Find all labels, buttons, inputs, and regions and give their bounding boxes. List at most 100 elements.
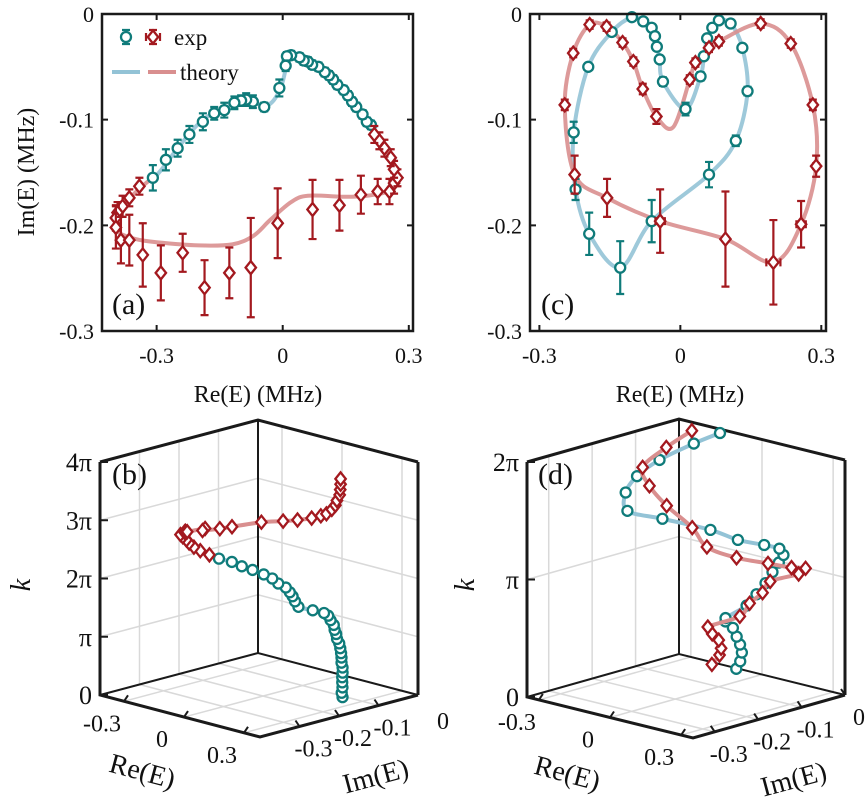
- legend-exp-red-marker: [146, 28, 160, 46]
- data-point-red: [794, 215, 808, 233]
- data-point-teal: [656, 75, 670, 88]
- data-point-red: [784, 559, 799, 576]
- data-point-red: [784, 35, 798, 52]
- data-point-red: [558, 96, 572, 114]
- re-tick-label: -0.3: [83, 711, 121, 737]
- x-tick-label: -0.3: [522, 343, 557, 368]
- y-tick-label: -0.2: [487, 213, 522, 238]
- data-point-red: [213, 520, 227, 538]
- data-point-teal: [653, 453, 666, 467]
- data-point-teal: [653, 53, 666, 66]
- re-tick: [183, 710, 189, 718]
- data-point-red: [705, 656, 719, 673]
- data-point-red: [195, 522, 210, 539]
- data-point-red: [202, 546, 217, 564]
- data-point-teal: [582, 60, 595, 73]
- im-tick: [753, 713, 759, 721]
- data-point-red: [109, 219, 123, 236]
- data-point-red: [683, 71, 697, 88]
- back-edges: [99, 420, 419, 696]
- data-point-teal: [648, 30, 662, 43]
- data-point-red: [305, 201, 320, 218]
- legend-exp-label: exp: [174, 25, 207, 50]
- data-point-red: [122, 231, 136, 249]
- data-point-red: [754, 15, 768, 32]
- data-point-red: [154, 264, 168, 282]
- data-point-red: [806, 96, 820, 114]
- k-tick-label: 3π: [66, 506, 92, 535]
- y-axis-label: Im(E) (MHz): [14, 108, 40, 237]
- re-tick: [243, 726, 249, 734]
- data-point-red: [742, 594, 757, 612]
- im-tick-label: -0.2: [753, 730, 791, 756]
- data-point-red: [809, 157, 823, 175]
- data-point-red: [712, 33, 726, 50]
- data-point-teal: [159, 153, 173, 166]
- data-point-teal: [758, 538, 771, 552]
- data-point-teal: [741, 84, 754, 98]
- data-point-teal: [257, 568, 270, 581]
- data-point-teal: [697, 50, 710, 63]
- data-point-teal: [694, 70, 707, 83]
- plot-frame: [528, 12, 828, 333]
- data-point-teal: [702, 168, 716, 181]
- data-point-red: [642, 477, 657, 495]
- legend: exp theory: [112, 25, 239, 85]
- im-tick-label: -0.3: [295, 737, 333, 763]
- y-tick-label: -0.2: [59, 213, 94, 238]
- k-tick-label: π: [506, 566, 519, 595]
- data-point-red: [384, 149, 398, 167]
- legend-exp-teal-marker: [119, 30, 133, 44]
- im-tick: [709, 725, 716, 733]
- data-point-red: [701, 618, 715, 636]
- y-tick-label: -0.3: [487, 319, 522, 344]
- y-tick-label: -0.1: [59, 108, 94, 133]
- data-point-teal: [619, 486, 632, 499]
- data-point-red: [635, 458, 650, 476]
- data-point-red: [567, 166, 582, 183]
- data-point-teal: [279, 59, 292, 72]
- data-point-red: [225, 518, 239, 536]
- data-point-teal: [731, 533, 745, 547]
- data-point-red: [733, 607, 747, 625]
- re-tick-label: 0.3: [644, 745, 674, 771]
- data-point-red: [599, 18, 614, 36]
- data-point-red: [566, 44, 580, 62]
- data-point-teal: [218, 104, 231, 117]
- data-point-red: [688, 54, 703, 71]
- data-point-teal: [650, 40, 664, 53]
- data-point-red: [254, 513, 269, 531]
- im-tick-label: -0.3: [710, 742, 748, 768]
- x-tick-label: -0.3: [139, 343, 174, 368]
- data-point-red: [685, 519, 699, 537]
- im-axis-label: Im(E): [757, 756, 830, 803]
- y-tick-label: 0: [83, 2, 94, 27]
- im-tick: [294, 719, 301, 728]
- data-point-red: [729, 549, 744, 567]
- re-tick-label: 0: [156, 727, 168, 753]
- im-tick: [796, 700, 803, 708]
- data-point-teal: [583, 227, 596, 240]
- x-axis-label: Re(E) (MHz): [194, 382, 323, 408]
- x-tick-label: 0.3: [808, 343, 836, 368]
- data-point-red: [600, 189, 614, 207]
- data-point-red: [180, 523, 194, 541]
- panel-label: (c): [541, 288, 574, 321]
- data-point-red: [761, 555, 775, 572]
- k-axis-label: k: [450, 578, 481, 591]
- data-point-red: [371, 183, 385, 200]
- panel-label: (a): [112, 288, 145, 321]
- im-axis-label: Im(E): [339, 753, 412, 800]
- data-point-teal: [258, 100, 271, 114]
- data-point-teal: [637, 15, 650, 28]
- x-tick-label: 0: [675, 343, 686, 368]
- data-point-teal: [212, 552, 226, 565]
- k-tick-label: π: [79, 623, 92, 652]
- data-point-teal: [621, 504, 634, 517]
- data-point-teal: [273, 81, 286, 95]
- data-point-red: [653, 212, 667, 230]
- k-tick-label: 2π: [66, 565, 92, 594]
- data-point-teal: [196, 115, 210, 128]
